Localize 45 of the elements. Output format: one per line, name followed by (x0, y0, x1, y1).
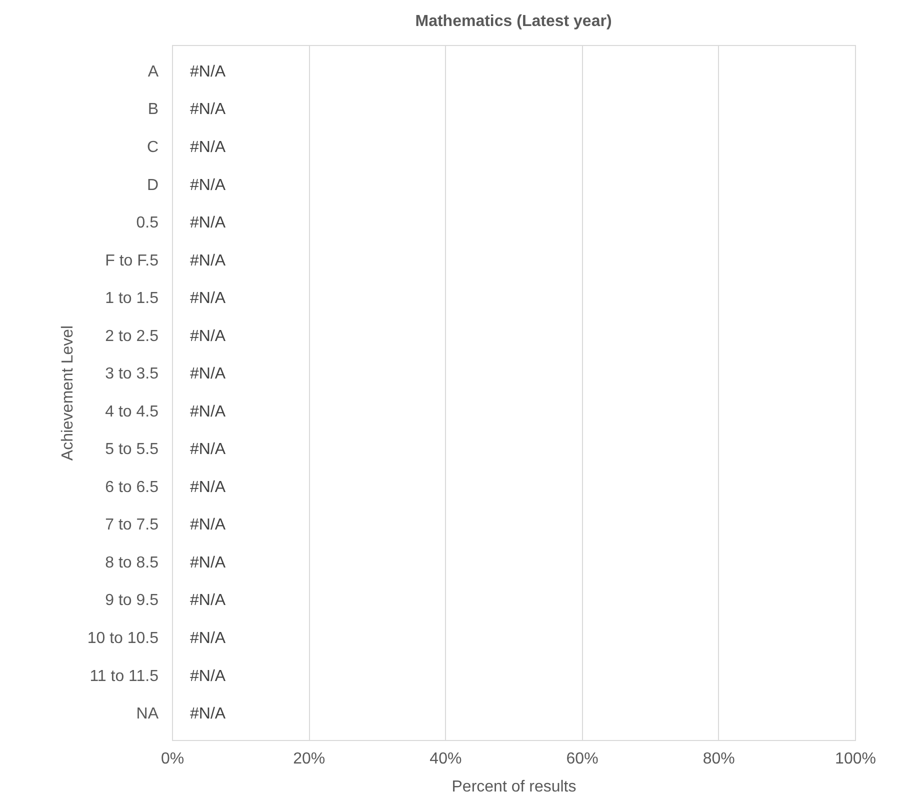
y-tick-label: 9 to 9.5 (105, 592, 159, 610)
y-tick-label: 11 to 11.5 (90, 668, 159, 685)
text: #N/A (190, 630, 226, 648)
y-tick-label: F to F.5 (105, 252, 159, 270)
y-tick-label: 2 to 2.5 (105, 328, 159, 345)
y-tick-label: 10 to 10.5 (87, 630, 159, 648)
y-tick-label: 4 to 4.5 (105, 403, 159, 420)
text: #N/A (190, 63, 226, 80)
text: #N/A (190, 403, 226, 420)
y-tick-label: NA (136, 706, 159, 723)
text: #N/A (190, 176, 226, 194)
x-tick-label: 60% (566, 750, 598, 768)
text: #N/A (190, 554, 226, 572)
text: #N/A (190, 138, 226, 156)
x-tick-label: 100% (835, 750, 876, 768)
text: #N/A (190, 252, 226, 270)
text: #N/A (190, 101, 226, 118)
y-tick-label: B (148, 101, 158, 118)
x-tick-label: 80% (702, 750, 735, 768)
text: #N/A (190, 592, 226, 610)
text: #N/A (190, 214, 226, 232)
y-tick-label: 8 to 8.5 (105, 554, 159, 572)
text: #N/A (190, 478, 226, 496)
y-tick-label: 6 to 6.5 (105, 478, 159, 496)
x-axis-title: Percent of results (452, 778, 576, 796)
y-tick-label: 7 to 7.5 (105, 516, 159, 534)
y-tick-label: 5 to 5.5 (105, 441, 159, 458)
text: #N/A (190, 328, 226, 345)
x-tick-label: 0% (160, 750, 184, 768)
text: #N/A (190, 516, 226, 534)
text: #N/A (190, 668, 226, 685)
y-tick-label: D (146, 176, 158, 194)
text: #N/A (190, 441, 226, 458)
y-tick-label: 0.5 (136, 214, 159, 232)
text: #N/A (190, 366, 226, 383)
chart-title: Mathematics (Latest year) (415, 13, 612, 30)
x-tick-label: 40% (430, 750, 462, 768)
y-tick-label: A (148, 63, 159, 80)
y-tick-label: 3 to 3.5 (105, 366, 159, 383)
x-tick-label: 20% (293, 750, 326, 768)
text: #N/A (190, 290, 226, 308)
y-tick-label: C (146, 138, 158, 156)
text: #N/A (190, 706, 226, 723)
y-axis-title: Achievement Level (59, 325, 76, 461)
y-tick-label: 1 to 1.5 (105, 290, 159, 308)
